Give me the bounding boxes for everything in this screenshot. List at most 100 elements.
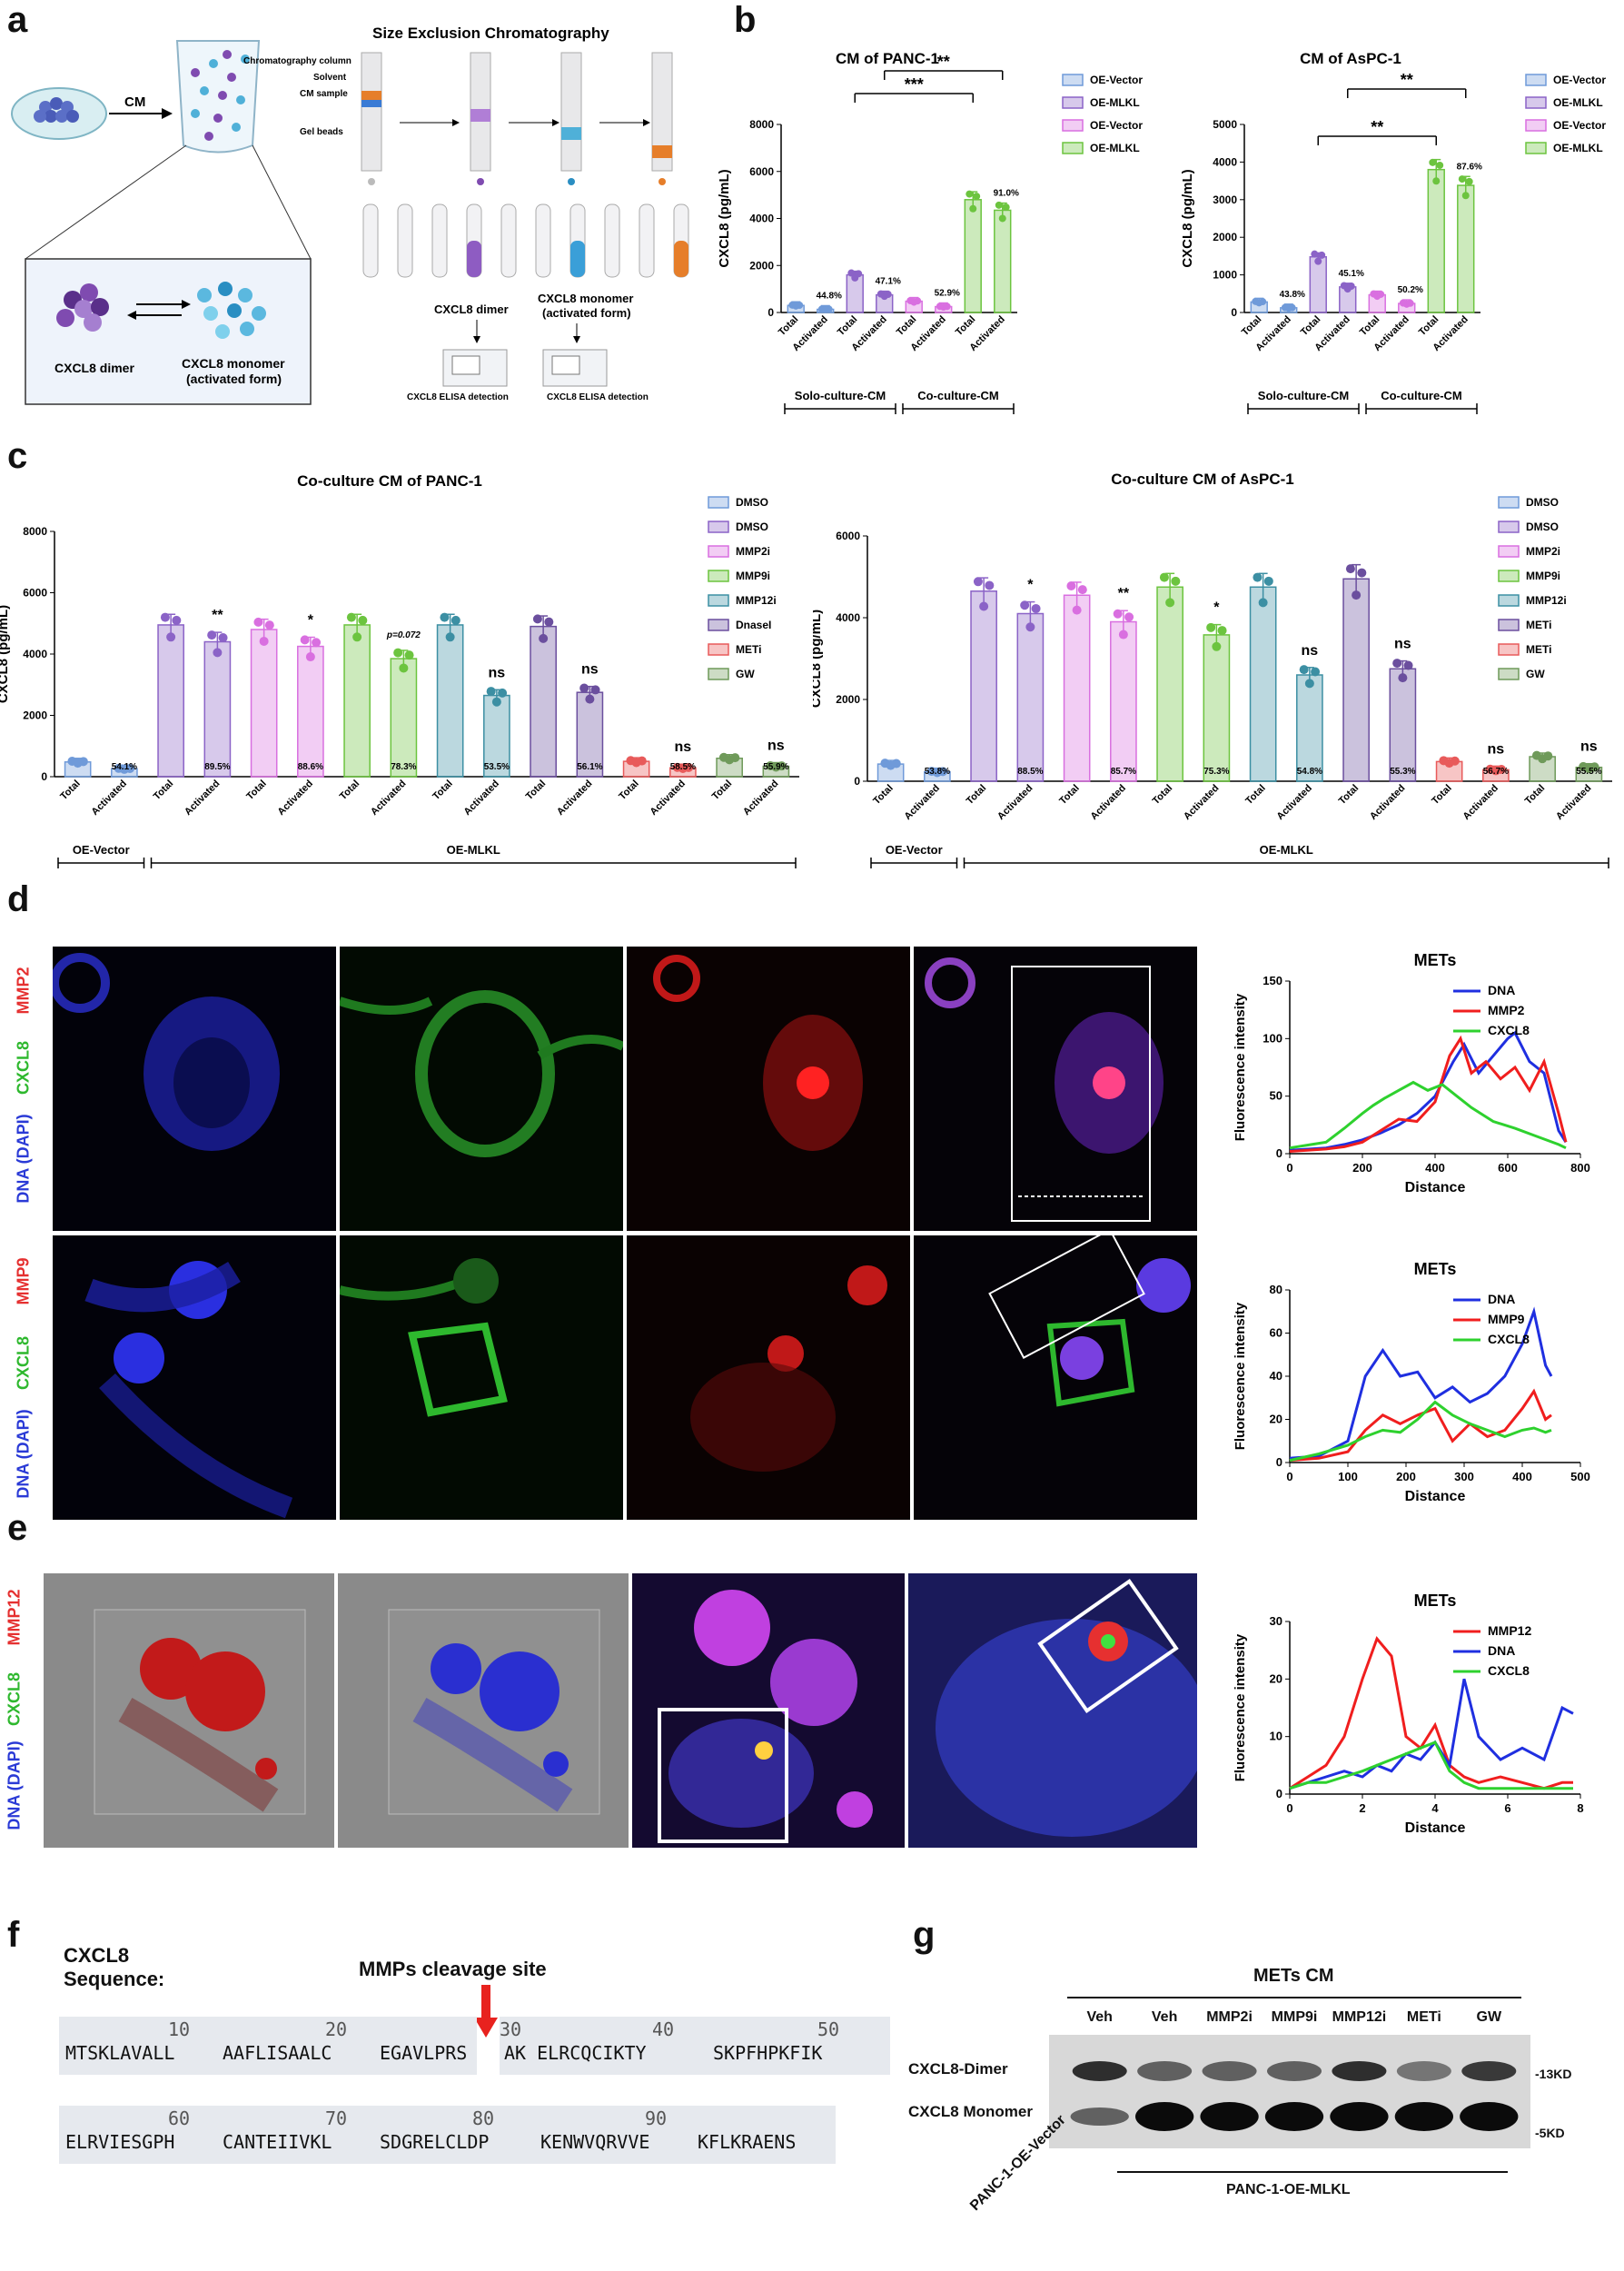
data-point: [1212, 641, 1222, 651]
cleavage-arrow: [474, 1985, 498, 2038]
tube-monomer-sublabel: (activated form): [542, 306, 631, 320]
y-axis-label: Fluorescence intensity: [1233, 1633, 1248, 1781]
y-tick-label: 2000: [836, 693, 860, 706]
data-point: [1497, 765, 1507, 775]
legend-swatch: [1525, 74, 1547, 86]
data-point: [253, 617, 263, 627]
data-point: [965, 190, 974, 198]
data-point: [1002, 203, 1010, 212]
data-point: [730, 753, 740, 763]
legend-swatch: [1062, 119, 1084, 132]
x-tick-label: Activated: [1274, 783, 1314, 823]
data-point: [985, 580, 995, 590]
bar: [1457, 184, 1475, 313]
bar: [1110, 620, 1137, 782]
y-axis-label: Fluorescence intensity: [1233, 1302, 1248, 1450]
x-tick-label: Total: [710, 778, 734, 802]
data-point: [998, 214, 1006, 223]
legend-label: DMSO: [1526, 521, 1559, 533]
e-roi-box: [1037, 1578, 1179, 1714]
group-label: OE-Vector: [886, 843, 943, 857]
bar: [994, 209, 1012, 313]
blot-row-label-dimer: CXCL8-Dimer: [908, 2060, 1008, 2078]
y-tick-label: 30: [1270, 1614, 1282, 1628]
group-label: Co-culture-CM: [917, 389, 999, 402]
group-label: Solo-culture-CM: [1258, 389, 1349, 402]
x-tick-label: Total: [524, 778, 548, 802]
data-point: [312, 638, 322, 648]
x-tick-label: 0: [1286, 1470, 1292, 1483]
data-point: [1304, 679, 1314, 689]
legend-swatch: [1498, 643, 1520, 656]
x-tick-label: 800: [1570, 1161, 1590, 1175]
col-label-2: Solvent: [313, 73, 347, 83]
data-point: [943, 302, 951, 311]
group-label: OE-MLKL: [1260, 843, 1313, 857]
data-point: [1299, 665, 1309, 675]
data-point: [300, 635, 310, 645]
blot-image: [1049, 2035, 1530, 2148]
data-point: [973, 193, 981, 201]
tube-dimer-label: CXCL8 dimer: [434, 302, 509, 316]
d-img-cxcl8-1: [340, 947, 623, 1231]
data-point: [532, 614, 542, 624]
blot-band-monomer: [1330, 2102, 1389, 2131]
percent-label: 55.9%: [763, 762, 788, 772]
elisa-label-1: CXCL8 ELISA detection: [407, 392, 509, 402]
data-point: [358, 615, 368, 625]
legend-label: OE-Vector: [1090, 74, 1143, 86]
x-tick-label: Total: [1523, 783, 1547, 807]
panel-e-3d-imaging: MMP12 CXCL8 DNA (DAPI): [0, 1572, 1208, 1853]
seq-row2-block-4: KENWVQRVVE: [540, 2131, 650, 2153]
data-point: [1314, 257, 1322, 265]
percent-label: 58.5%: [670, 762, 696, 772]
data-point: [884, 291, 892, 299]
dimer-cluster: [56, 283, 109, 332]
y-tick-label: 0: [41, 770, 47, 783]
data-point: [979, 601, 989, 611]
data-point: [1429, 158, 1437, 166]
legend-label: OE-Vector: [1090, 119, 1143, 132]
blot-band-dimer: [1202, 2061, 1257, 2081]
x-tick-label: 200: [1396, 1470, 1416, 1483]
chart-b-aspc1: CM of AsPC-1 0 1000 2000 3000 4000 5000 CXCL8 (…: [1180, 50, 1606, 414]
data-point: [160, 612, 170, 622]
data-point: [544, 617, 554, 627]
data-point: [404, 650, 414, 660]
significance-mark: ns: [767, 739, 785, 754]
x-tick-label: Total: [244, 778, 268, 802]
seq-row1-right: [500, 2017, 890, 2075]
legend-label: MMP9i: [736, 570, 770, 582]
legend-label: CXCL8: [1488, 1663, 1530, 1678]
data-point: [1171, 576, 1181, 586]
bar: [530, 625, 557, 778]
monomer-sublabel: (activated form): [186, 372, 282, 386]
y-tick-label: 0: [1276, 1455, 1282, 1469]
x-tick-label: Activated: [183, 778, 223, 818]
data-point: [1159, 572, 1169, 582]
x-tick-label: 8: [1577, 1801, 1583, 1815]
legend-label: METi: [1526, 643, 1551, 656]
legend-label: MMP2i: [736, 545, 770, 558]
bar: [1156, 586, 1183, 782]
significance-mark: ns: [581, 662, 599, 678]
data-point: [1461, 192, 1470, 200]
y-axis-label: Fluorescence intensity: [1233, 993, 1248, 1141]
legend-swatch: [1062, 142, 1084, 154]
x-tick-label: Total: [1240, 314, 1263, 338]
data-point: [1288, 303, 1296, 312]
tube-row: [362, 203, 689, 278]
bar: [1203, 634, 1231, 782]
legend-label: DMSO: [736, 521, 768, 533]
legend-label: DNA: [1488, 983, 1515, 997]
x-tick-label: Activated: [89, 778, 129, 818]
d-roi-box-1: [1011, 966, 1151, 1222]
legend-label: MMP9i: [1526, 570, 1560, 582]
series-line-mmp2: [1289, 1035, 1568, 1153]
seq-row1-block-5: SKPFHPKFIK: [713, 2042, 823, 2064]
data-point: [393, 648, 403, 658]
bar: [1249, 586, 1277, 782]
x-tick-label: Activated: [1461, 783, 1500, 823]
legend-swatch: [708, 643, 729, 656]
data-point: [346, 612, 356, 622]
